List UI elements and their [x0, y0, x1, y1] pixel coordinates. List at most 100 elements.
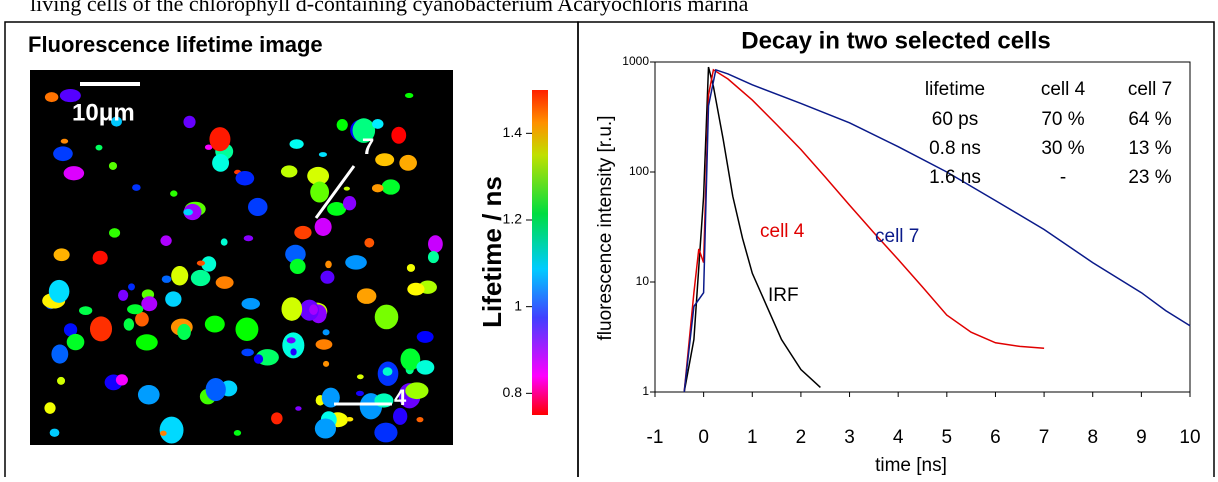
cell: [141, 296, 158, 312]
cell: [404, 92, 414, 99]
cell: [356, 288, 377, 304]
cell: [132, 184, 141, 191]
cell: [177, 323, 191, 341]
cell: [356, 374, 364, 380]
table-cell: -: [1060, 167, 1066, 188]
cell: [183, 208, 193, 216]
cell: [159, 416, 184, 444]
caption: living cells of the chlorophyll d-contai…: [30, 0, 749, 16]
cell: [392, 407, 408, 425]
cell: [307, 166, 330, 185]
cell: [416, 360, 435, 375]
table-cell: 1.6 ns: [929, 167, 981, 188]
x-tick-label: -1: [647, 427, 664, 448]
cell: [48, 279, 70, 303]
cell: [92, 250, 108, 265]
cell: [406, 264, 416, 272]
colorbar-tick-label: 1: [514, 297, 522, 313]
cell: [44, 402, 56, 414]
cell: [159, 430, 167, 436]
cell: [346, 416, 354, 422]
cell: [345, 255, 367, 270]
colorbar-tick-label: 1.2: [503, 211, 523, 227]
x-tick-label: 9: [1136, 427, 1147, 448]
cell: [400, 348, 421, 371]
table-cell: 23 %: [1128, 167, 1171, 188]
cell: [382, 367, 393, 376]
y-tick-label: 1000: [622, 54, 649, 68]
plot-frame: [654, 61, 1191, 393]
y-tick-label: 10: [636, 274, 650, 288]
cell: [127, 304, 144, 315]
series-label: cell 4: [760, 221, 805, 242]
cell: [310, 181, 330, 203]
colorbar-tick-label: 1.4: [503, 124, 523, 140]
x-tick-label: 3: [844, 427, 855, 448]
cell: [374, 304, 399, 330]
table-cell: 30 %: [1041, 138, 1084, 159]
cell: [128, 283, 135, 291]
cell: [115, 374, 128, 386]
cell: [381, 179, 400, 195]
cell: [89, 316, 113, 342]
colorbar-tick-label: 0.8: [503, 384, 523, 400]
cell: [271, 412, 283, 425]
cell: [407, 282, 425, 296]
cell: [53, 146, 73, 162]
series-line: [683, 66, 821, 393]
cell: [371, 119, 384, 129]
x-tick-label: 10: [1179, 427, 1200, 448]
cell: [320, 270, 335, 284]
cell: [322, 360, 330, 367]
cell: [352, 118, 376, 143]
cell: [374, 422, 398, 443]
cell: [314, 217, 332, 236]
table-header: lifetime: [925, 79, 985, 100]
cell: [235, 317, 259, 342]
cell: [63, 323, 78, 337]
scale-bar-label: 10μm: [72, 99, 135, 126]
cell: [235, 170, 255, 186]
cell: [391, 126, 407, 144]
cell: [289, 258, 306, 275]
cell: [135, 311, 149, 327]
y-tick-label: 1: [642, 384, 649, 398]
cell: [247, 197, 268, 217]
cell: [118, 289, 129, 301]
cell: [49, 428, 60, 437]
table-header: cell 7: [1128, 79, 1172, 100]
series-label: cell 7: [875, 226, 919, 247]
cell: [51, 344, 69, 364]
cell: [241, 348, 254, 357]
x-tick-label: 5: [942, 427, 953, 448]
x-tick-label: 4: [893, 427, 904, 448]
table-cell: 60 ps: [932, 109, 978, 130]
cell: [171, 266, 189, 286]
table-header: cell 4: [1041, 79, 1086, 100]
cell: [371, 184, 384, 193]
pointer: [314, 165, 356, 219]
cell: [123, 318, 135, 331]
right-panel-frame: [577, 21, 1215, 482]
y-tick-label: 100: [629, 164, 649, 178]
y-axis-label: fluorescence intensity [r.u.]: [595, 116, 616, 341]
cell: [294, 225, 312, 240]
x-tick-label: 2: [796, 427, 807, 448]
cell: [95, 144, 103, 151]
cell: [111, 116, 122, 127]
cell: [427, 251, 439, 264]
cell: [399, 154, 417, 171]
x-tick-label: 0: [698, 427, 709, 448]
cell: [79, 306, 93, 316]
cell: [44, 92, 59, 103]
cell: [220, 238, 228, 246]
cell: [190, 269, 211, 287]
cell: [289, 139, 304, 149]
cell: [285, 244, 306, 264]
cell: [416, 416, 424, 423]
cell: [109, 228, 121, 238]
cell: [318, 152, 327, 158]
cell: [204, 144, 213, 150]
cell: [281, 297, 303, 321]
